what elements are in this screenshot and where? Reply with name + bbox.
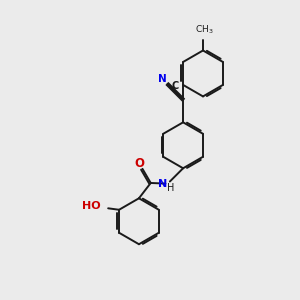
- Text: CH$_3$: CH$_3$: [195, 23, 214, 36]
- Text: N: N: [158, 178, 167, 189]
- Text: C: C: [171, 80, 178, 91]
- Text: O: O: [134, 157, 145, 170]
- Text: N: N: [158, 74, 167, 84]
- Text: HO: HO: [82, 201, 100, 211]
- Text: H: H: [167, 183, 174, 193]
